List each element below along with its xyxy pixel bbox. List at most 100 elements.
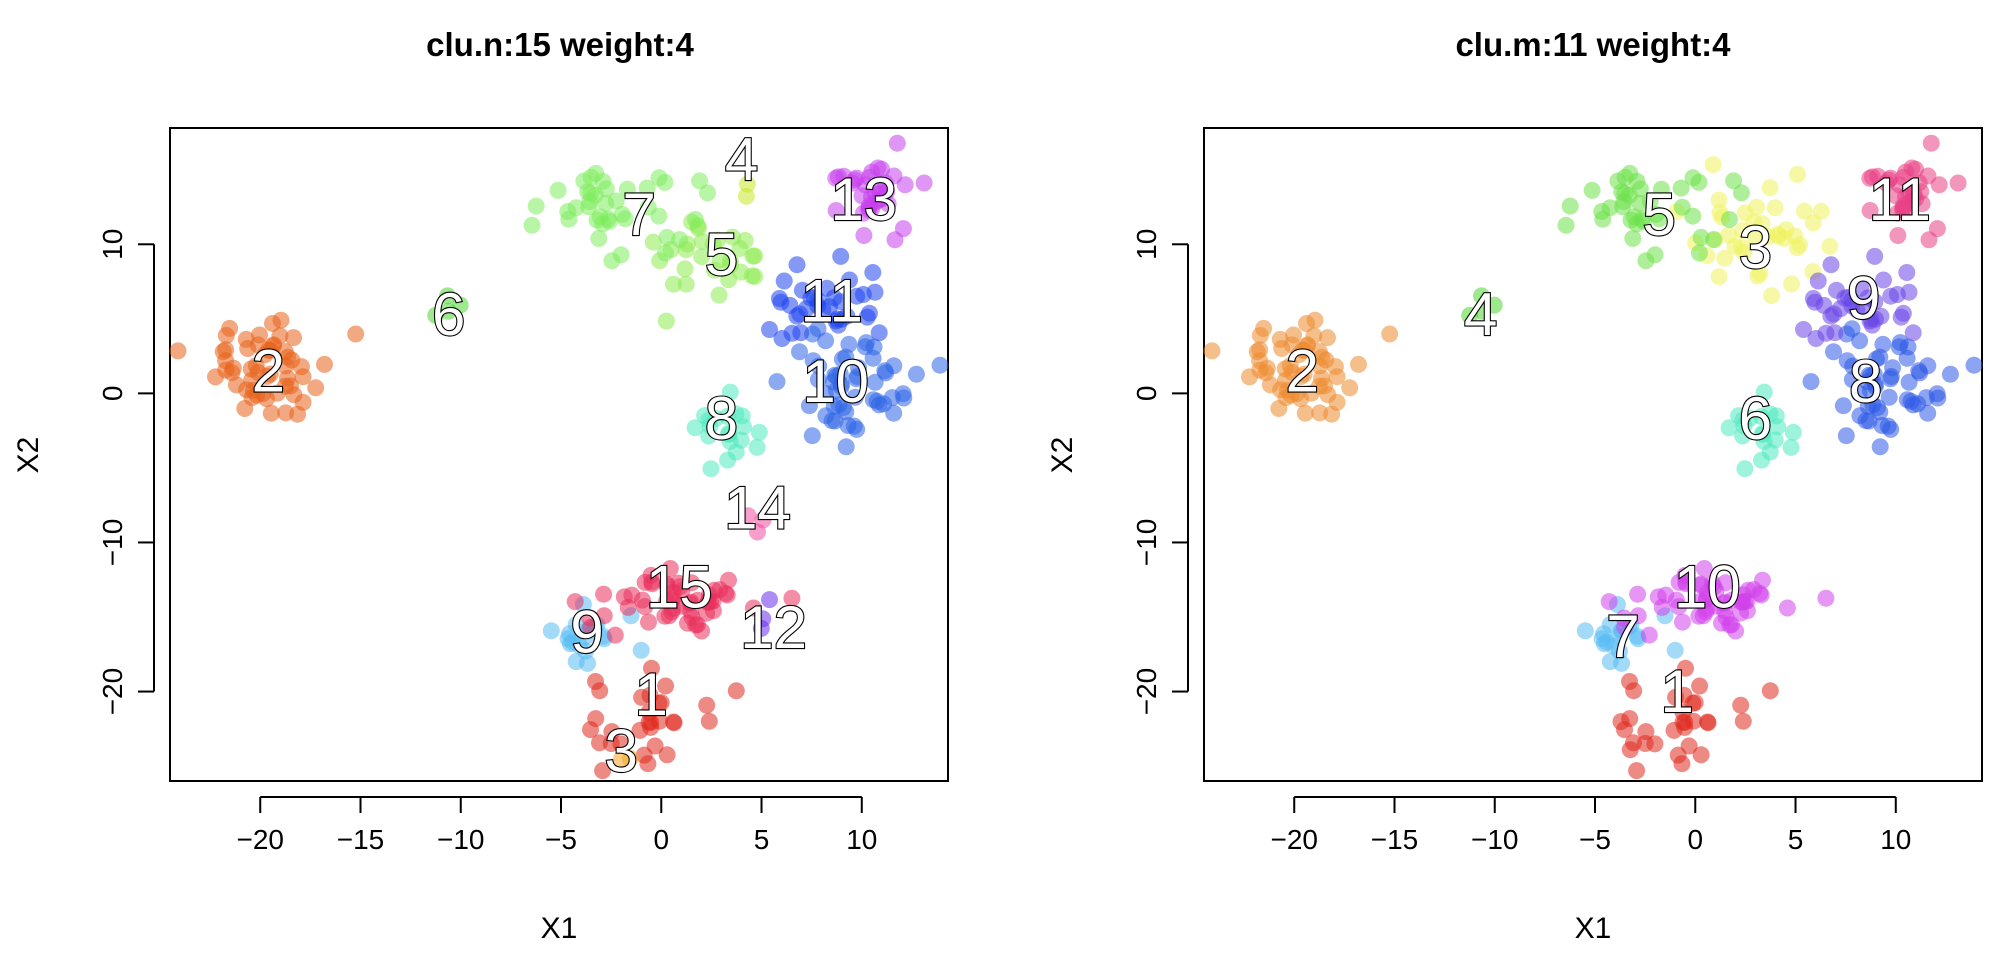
cluster-label-1: 1	[635, 661, 668, 728]
point-cluster-7	[1595, 635, 1613, 653]
plot-title: clu.m:11 weight:4	[1455, 26, 1731, 63]
point-cluster-11	[858, 308, 876, 326]
point-cluster-10	[809, 320, 827, 338]
point-cluster-10	[1732, 604, 1750, 622]
points-layer	[1203, 134, 1983, 780]
point-cluster-8	[1874, 335, 1892, 353]
point-cluster-8	[1871, 438, 1889, 456]
point-cluster-2	[1350, 355, 1367, 373]
point-cluster-13	[885, 167, 903, 185]
point-cluster-8	[700, 411, 718, 429]
point-cluster-5	[1672, 179, 1690, 197]
point-cluster-5	[721, 256, 739, 274]
x-tick-label: −15	[1371, 824, 1419, 855]
point-cluster-8	[1899, 338, 1917, 356]
cluster-label-2: 2	[252, 338, 285, 405]
point-cluster-15	[606, 626, 624, 644]
point-cluster-2	[217, 341, 235, 359]
point-cluster-14	[754, 511, 772, 529]
point-cluster-6	[439, 287, 456, 305]
point-cluster-8	[1884, 359, 1902, 377]
point-cluster-1	[646, 737, 664, 755]
point-cluster-9	[1900, 283, 1918, 301]
point-cluster-7	[618, 180, 636, 198]
point-cluster-1	[603, 723, 621, 741]
point-cluster-1	[1673, 755, 1691, 773]
point-cluster-15	[673, 597, 691, 615]
point-cluster-8	[1941, 365, 1959, 383]
point-cluster-7	[523, 216, 541, 234]
point-cluster-8	[1917, 389, 1935, 407]
point-cluster-5	[1631, 180, 1649, 198]
point-cluster-11	[1889, 227, 1907, 244]
point-cluster-5	[1692, 228, 1710, 246]
point-cluster-5	[1633, 210, 1651, 228]
point-cluster-1	[658, 746, 676, 764]
point-cluster-13	[827, 202, 845, 219]
point-cluster-9	[561, 635, 579, 653]
y-tick-label: 0	[97, 386, 128, 402]
point-cluster-13	[835, 167, 853, 185]
point-cluster-2	[294, 393, 312, 411]
point-cluster-1	[1734, 712, 1752, 730]
cluster-label-11: 11	[1869, 166, 1931, 233]
point-cluster-10	[885, 357, 903, 375]
x-tick-label: −10	[1471, 824, 1519, 855]
point-cluster-1	[652, 694, 670, 712]
point-cluster-1	[698, 696, 716, 714]
point-cluster-8	[750, 423, 768, 441]
point-cluster-4	[738, 175, 756, 193]
point-cluster-3	[1789, 165, 1806, 183]
point-cluster-10	[1707, 597, 1725, 615]
point-cluster-7	[650, 207, 668, 225]
x-tick-label: 0	[653, 824, 669, 855]
point-cluster-8	[748, 438, 766, 456]
point-cluster-1	[582, 721, 599, 739]
x-tick-label: 10	[846, 824, 877, 855]
point-cluster-15	[660, 607, 678, 625]
point-cluster-8	[733, 407, 751, 425]
point-cluster-2	[276, 343, 294, 361]
point-cluster-11	[781, 296, 799, 314]
point-cluster-1	[1621, 741, 1639, 759]
point-cluster-5	[1720, 211, 1738, 228]
point-cluster-5	[665, 275, 682, 293]
point-cluster-1	[1732, 696, 1750, 714]
cluster-label-4: 4	[1464, 281, 1497, 348]
point-cluster-2	[316, 355, 333, 373]
point-cluster-9	[1815, 296, 1833, 314]
point-cluster-2	[1328, 393, 1346, 411]
point-cluster-10	[1629, 607, 1647, 625]
x-axis-label: X1	[541, 912, 578, 945]
point-cluster-9	[1809, 272, 1827, 290]
point-cluster-10	[846, 388, 864, 406]
point-cluster-2	[1255, 319, 1273, 337]
point-cluster-2	[243, 389, 261, 407]
point-cluster-3	[1704, 156, 1722, 174]
point-cluster-13	[855, 227, 873, 244]
cluster-labels-layer: 1 2 3 4 5 6 7 8 9 10 11	[1285, 165, 1933, 726]
point-cluster-11	[788, 256, 806, 274]
point-cluster-3	[1716, 249, 1734, 267]
point-cluster-1	[1674, 703, 1692, 721]
cluster-label-11: 11	[801, 267, 863, 334]
point-cluster-9	[579, 654, 597, 672]
scatter-panel-right: clu.m:11 weight:4 1 2 3 4 5 6 7 8 9 10 11 −20 −15 −1…	[1046, 26, 1983, 945]
x-tick-label: 5	[754, 824, 770, 855]
point-cluster-1	[1692, 746, 1710, 764]
point-cluster-15	[698, 604, 716, 622]
x-tick-label: −10	[437, 824, 485, 855]
point-cluster-8	[1919, 357, 1937, 375]
point-cluster-13	[873, 190, 891, 208]
point-cluster-5	[1705, 231, 1723, 249]
point-cluster-3	[1783, 275, 1801, 293]
point-cluster-11	[841, 271, 858, 289]
cluster-label-9: 9	[570, 598, 603, 665]
point-cluster-3	[1766, 199, 1784, 217]
point-cluster-2	[347, 325, 365, 343]
point-cluster-3	[1733, 238, 1750, 256]
point-cluster-2	[1251, 341, 1269, 359]
point-cluster-10	[865, 338, 883, 356]
point-cluster-2	[1341, 379, 1359, 397]
point-cluster-11	[1928, 220, 1946, 238]
